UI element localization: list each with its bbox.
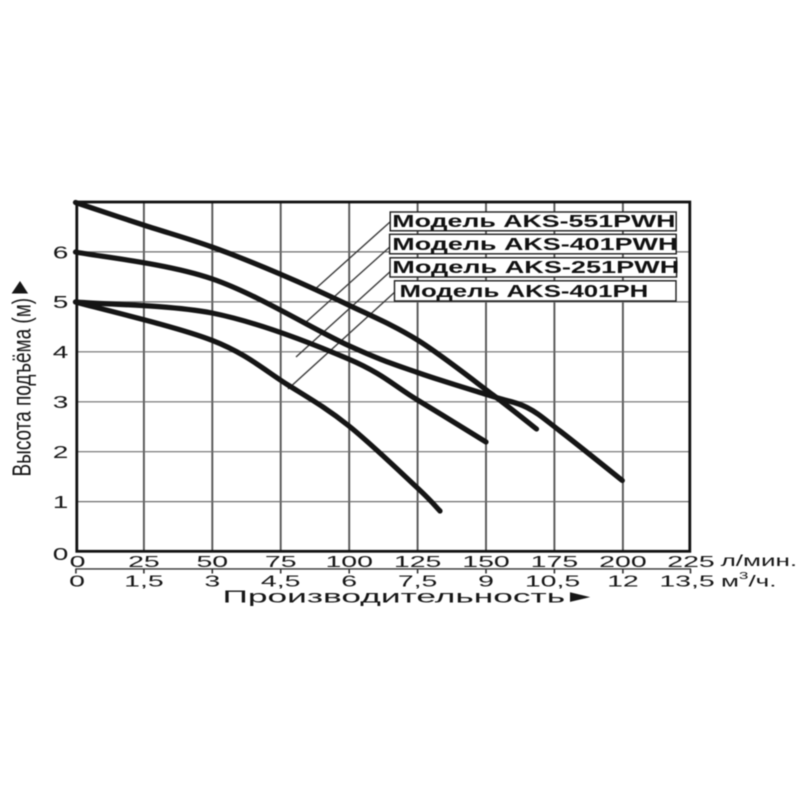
svg-text:м3/ч.: м3/ч. — [721, 570, 777, 590]
svg-text:4,5: 4,5 — [261, 572, 301, 590]
svg-text:25: 25 — [128, 552, 160, 570]
svg-text:3: 3 — [53, 392, 69, 411]
svg-text:6: 6 — [341, 572, 357, 590]
svg-text:100: 100 — [325, 552, 372, 570]
svg-text:Высота подъёма (м): Высота подъёма (м) — [8, 298, 36, 477]
svg-text:6: 6 — [53, 243, 69, 262]
svg-text:0: 0 — [53, 544, 69, 563]
svg-text:175: 175 — [531, 552, 578, 570]
svg-text:2: 2 — [53, 442, 69, 461]
svg-text:0: 0 — [70, 552, 86, 570]
svg-text:9: 9 — [478, 572, 494, 590]
svg-text:л/мин.: л/мин. — [721, 551, 798, 569]
svg-text:3: 3 — [204, 572, 220, 590]
svg-text:225: 225 — [667, 552, 714, 570]
svg-text:Модель AKS-551PWH: Модель AKS-551PWH — [392, 212, 675, 231]
svg-text:13,5: 13,5 — [659, 572, 714, 590]
svg-text:10,5: 10,5 — [525, 572, 580, 590]
svg-text:50: 50 — [196, 552, 228, 570]
svg-text:125: 125 — [394, 552, 441, 570]
svg-text:7,5: 7,5 — [398, 572, 438, 590]
svg-text:4: 4 — [53, 342, 69, 361]
svg-text:200: 200 — [599, 552, 646, 570]
svg-text:Модель AKS-251PWH: Модель AKS-251PWH — [392, 257, 679, 277]
svg-text:12: 12 — [607, 572, 639, 590]
svg-text:Модель AKS-401PWH: Модель AKS-401PWH — [392, 235, 677, 254]
svg-text:0: 0 — [69, 572, 85, 590]
svg-text:75: 75 — [265, 552, 297, 570]
svg-text:1: 1 — [53, 492, 69, 511]
svg-text:150: 150 — [462, 552, 509, 570]
svg-text:5: 5 — [53, 292, 69, 311]
svg-text:Модель AKS-401PH: Модель AKS-401PH — [400, 281, 649, 301]
svg-text:Производительность: Производительность — [223, 586, 566, 606]
svg-text:1,5: 1,5 — [124, 572, 164, 590]
